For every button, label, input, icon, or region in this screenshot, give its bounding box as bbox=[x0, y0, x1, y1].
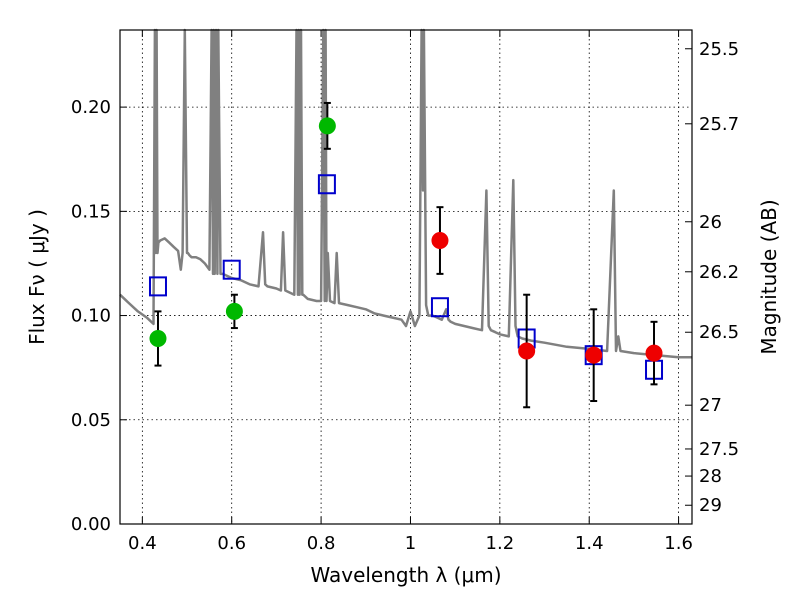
model-photometry-square bbox=[222, 259, 241, 280]
nir-photometry-point bbox=[431, 232, 449, 250]
y-tick-label: 0.20 bbox=[71, 97, 111, 118]
photometry-layer bbox=[148, 101, 664, 409]
model-photometry-square bbox=[148, 276, 167, 297]
magnitude-tick-label: 26 bbox=[699, 212, 722, 233]
x-tick-label: 1.6 bbox=[664, 533, 693, 554]
magnitude-tick-label: 27 bbox=[699, 395, 722, 416]
magnitude-tick-label: 25.7 bbox=[699, 114, 739, 135]
magnitude-tick-label: 27.5 bbox=[699, 439, 739, 460]
magnitude-tick-label: 26.5 bbox=[699, 322, 739, 343]
magnitude-tick-label: 29 bbox=[699, 495, 722, 516]
plot-frame bbox=[119, 29, 693, 525]
magnitude-tick-label: 25.5 bbox=[699, 39, 739, 60]
magnitude-tick-label: 26.2 bbox=[699, 262, 739, 283]
x-tick-label: 1.4 bbox=[575, 533, 604, 554]
y-tick-label: 0.10 bbox=[71, 306, 111, 327]
y-axis-label: Flux Fν ( μJy ) bbox=[25, 209, 49, 345]
optical-photometry-point bbox=[318, 117, 336, 135]
optical-photometry-point bbox=[225, 302, 243, 320]
y-tick-label: 0.00 bbox=[71, 514, 111, 535]
spectrum-line bbox=[119, 28, 692, 359]
model-photometry-square bbox=[430, 297, 449, 318]
tick-labels: 0.4 0.6 0.8 1 1.2 1.4 1.6 0.00 0.05 0.10 0.15 0.20 2… bbox=[71, 39, 739, 554]
ticks bbox=[120, 30, 692, 525]
y-right-axis-label: Magnitude (AB) bbox=[757, 199, 781, 354]
magnitude-tick-label: 28 bbox=[699, 466, 722, 487]
x-tick-label: 1 bbox=[405, 533, 416, 554]
y-tick-label: 0.15 bbox=[71, 201, 111, 222]
nir-photometry-point bbox=[585, 346, 603, 364]
y-tick-label: 0.05 bbox=[71, 410, 111, 431]
spectrum-layer bbox=[119, 28, 692, 359]
x-tick-label: 0.4 bbox=[128, 533, 157, 554]
nir-photometry-point bbox=[518, 342, 536, 360]
x-tick-label: 0.8 bbox=[307, 533, 336, 554]
x-axis-label: Wavelength λ (μm) bbox=[310, 563, 501, 587]
grid bbox=[120, 30, 692, 525]
optical-photometry-point bbox=[149, 329, 167, 347]
x-tick-label: 1.2 bbox=[486, 533, 515, 554]
x-tick-label: 0.6 bbox=[217, 533, 246, 554]
model-photometry-square bbox=[317, 174, 336, 195]
nir-photometry-point bbox=[645, 344, 663, 362]
